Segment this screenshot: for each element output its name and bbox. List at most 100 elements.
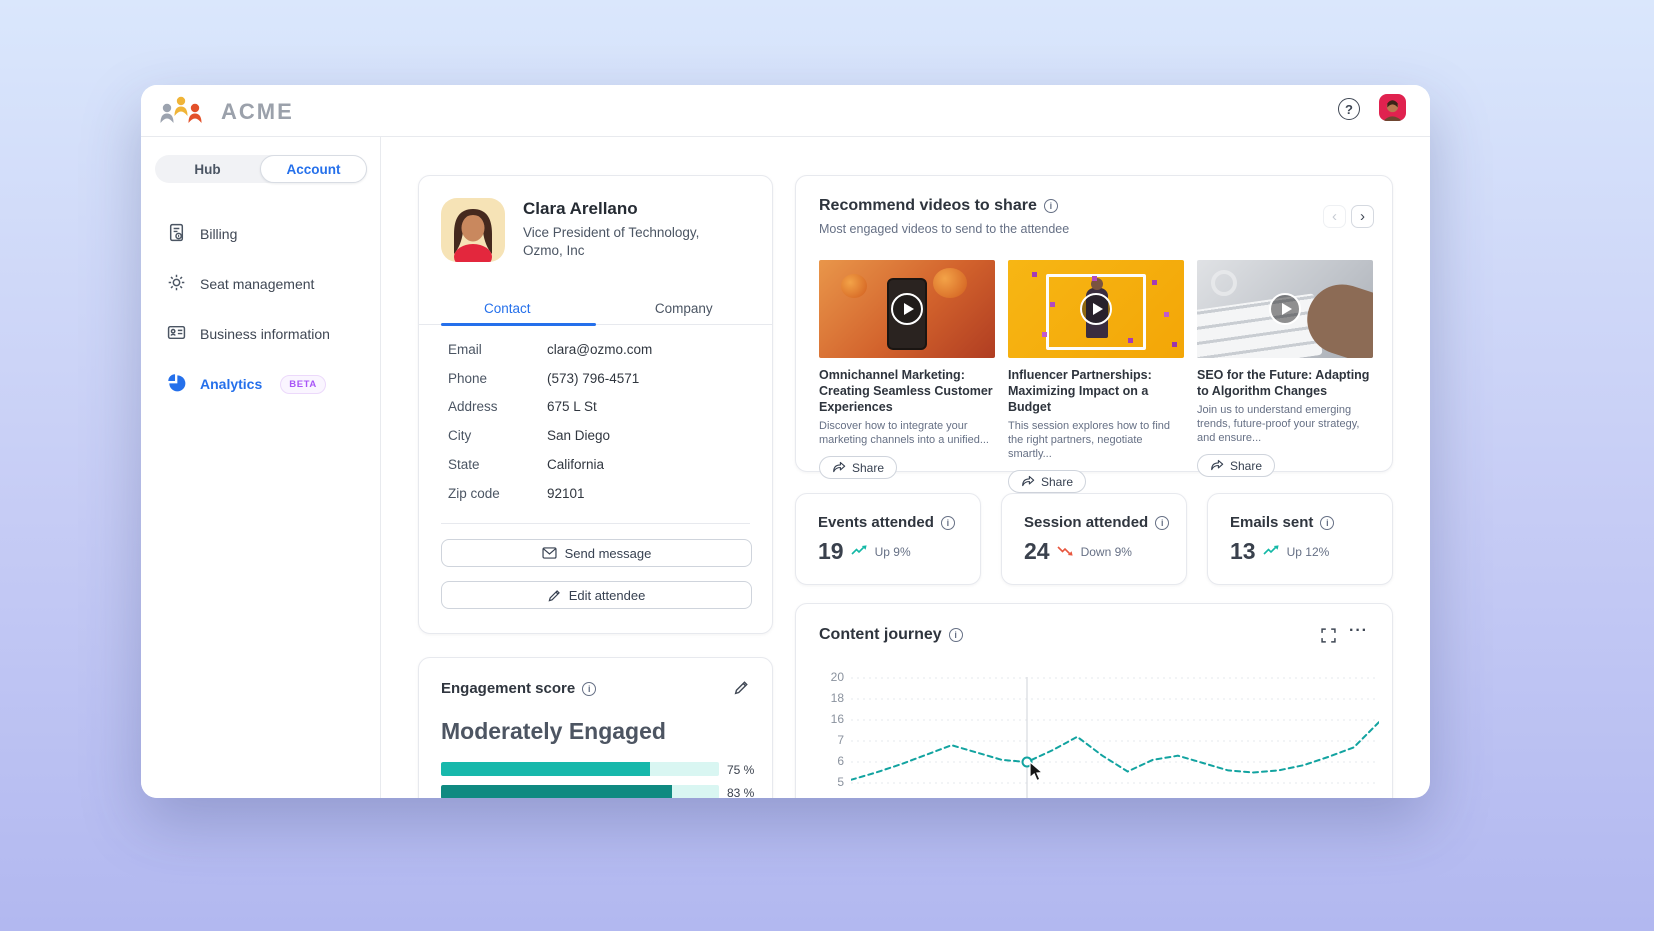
video-thumbnail[interactable] [1197,260,1373,358]
share-label: Share [1041,474,1074,489]
expand-icon[interactable] [1320,628,1336,644]
share-icon [1211,459,1224,471]
video-description: Discover how to integrate your marketing… [819,420,989,446]
y-axis-tick-label: 16 [830,712,844,726]
topbar: ACME ? [141,85,1430,137]
photo-frame-graphic [1046,274,1146,350]
stat-value: 13 [1230,538,1256,564]
carousel-next-button[interactable]: › [1351,205,1374,228]
stat-trend-label: Down 9% [1080,544,1132,559]
share-icon [1022,475,1035,487]
user-avatar[interactable] [1379,94,1406,121]
chevron-right-icon: › [1360,207,1365,225]
info-icon[interactable]: i [1155,516,1170,530]
info-icon[interactable]: i [948,628,963,642]
y-axis-tick-label: 7 [837,733,844,747]
field-value: San Diego [547,428,611,444]
video-title: SEO for the Future: Adapting to Algorith… [1197,368,1370,398]
contact-subtitle: Vice President of Technology, Ozmo, Inc [523,225,700,258]
send-message-button[interactable]: Send message [441,539,752,567]
contact-fields: Email clara@ozmo.com Phone (573) 796-4571 Ad… [448,335,748,508]
recommend-videos-card: Recommend videos to share i Most engaged … [795,175,1393,493]
sidebar-item-business-information[interactable]: Business information [141,309,380,359]
field-label: City [448,428,472,444]
pumpkin-graphic [841,274,867,298]
y-axis-tick-label: 6 [837,754,844,768]
video-card: Omnichannel Marketing: Creating Seamless… [819,260,995,493]
stat-card-emails-sent: Emails sent i 13 Up 12% [1207,493,1393,585]
sidebar-item-label: Billing [200,226,238,242]
video-thumbnail[interactable] [819,260,995,358]
info-icon[interactable]: i [1043,199,1058,213]
sidebar-item-seat-management[interactable]: Seat management [141,259,380,309]
share-label: Share [852,460,885,475]
videos-subtitle: Most engaged videos to send to the atten… [819,222,1070,236]
contact-field-row: City San Diego [448,421,748,450]
trend-icon [851,543,868,561]
stat-title: Session attended i [1024,514,1170,531]
edit-attendee-label: Edit attendee [568,587,646,603]
video-title: Omnichannel Marketing: Creating Seamless… [819,368,993,414]
engagement-score-card: Engagement score i Moderately Engaged 75 … [418,657,773,798]
more-options-icon[interactable]: ··· [1349,622,1368,639]
pumpkin-graphic [933,268,967,298]
y-axis-tick-label: 18 [830,691,844,705]
play-icon [1080,293,1112,325]
field-label: Email [448,341,482,357]
envelope-icon [542,547,557,559]
share-icon [833,461,846,473]
video-card: SEO for the Future: Adapting to Algorith… [1197,260,1373,493]
chevron-left-icon: ‹ [1332,207,1337,225]
engagement-bar-row: 83 % [441,783,761,798]
share-button[interactable]: Share [819,456,898,479]
tab-account[interactable]: Account [260,155,367,183]
gear-icon [167,273,186,295]
stat-value-row: 13 Up 12% [1230,538,1329,565]
sidebar-item-billing[interactable]: Billing [141,209,380,259]
contact-field-row: Phone (573) 796-4571 [448,364,748,393]
help-icon[interactable]: ? [1338,98,1360,120]
edit-score-button[interactable] [732,680,750,698]
share-button[interactable]: Share [1008,470,1087,493]
acme-logo-icon [160,96,202,123]
field-value: (573) 796-4571 [547,370,640,386]
progress-track [441,762,719,776]
stat-card-events-attended: Events attended i 19 Up 9% [795,493,981,585]
contact-field-row: Address 675 L St [448,393,748,422]
send-message-label: Send message [564,545,652,561]
keyboard-graphic [1197,293,1323,358]
tab-company[interactable]: Company [596,293,773,324]
field-label: Address [448,399,498,415]
field-label: State [448,457,480,473]
play-icon [1269,293,1301,325]
info-icon[interactable]: i [1320,516,1335,530]
app-window: ACME ? Hub Account Billing Seat managemen… [141,85,1430,798]
progress-fill [441,785,672,798]
video-thumbnail[interactable] [1008,260,1184,358]
sidebar-item-analytics[interactable]: Analytics BETA [141,359,380,409]
sidebar-item-label: Analytics [200,376,263,392]
stat-value-row: 19 Up 9% [818,538,911,565]
stat-title: Events attended i [818,514,955,531]
progress-percent: 75 % [727,763,755,777]
progress-track [441,785,719,798]
info-icon[interactable]: i [940,516,955,530]
content-journey-card: Content journey i ··· 20 18 16 7 6 5 [795,603,1393,798]
carousel-prev-button[interactable]: ‹ [1323,205,1346,228]
share-button[interactable]: Share [1197,454,1276,477]
video-card: Influencer Partnerships: Maximizing Impa… [1008,260,1184,493]
video-description: Join us to understand emerging trends, f… [1197,404,1360,444]
stat-value: 24 [1024,538,1050,564]
field-label: Phone [448,370,488,386]
info-icon[interactable]: i [582,682,597,696]
play-icon [891,293,923,325]
chart-highlight-point[interactable] [1021,756,1033,768]
contact-name: Clara Arellano [523,199,638,218]
stat-trend-label: Up 9% [874,544,911,559]
trend-icon [1263,543,1280,561]
tab-hub[interactable]: Hub [155,155,260,183]
engagement-status: Moderately Engaged [441,718,666,744]
pencil-icon [548,589,560,601]
edit-attendee-button[interactable]: Edit attendee [441,581,752,609]
tab-contact[interactable]: Contact [419,293,596,324]
